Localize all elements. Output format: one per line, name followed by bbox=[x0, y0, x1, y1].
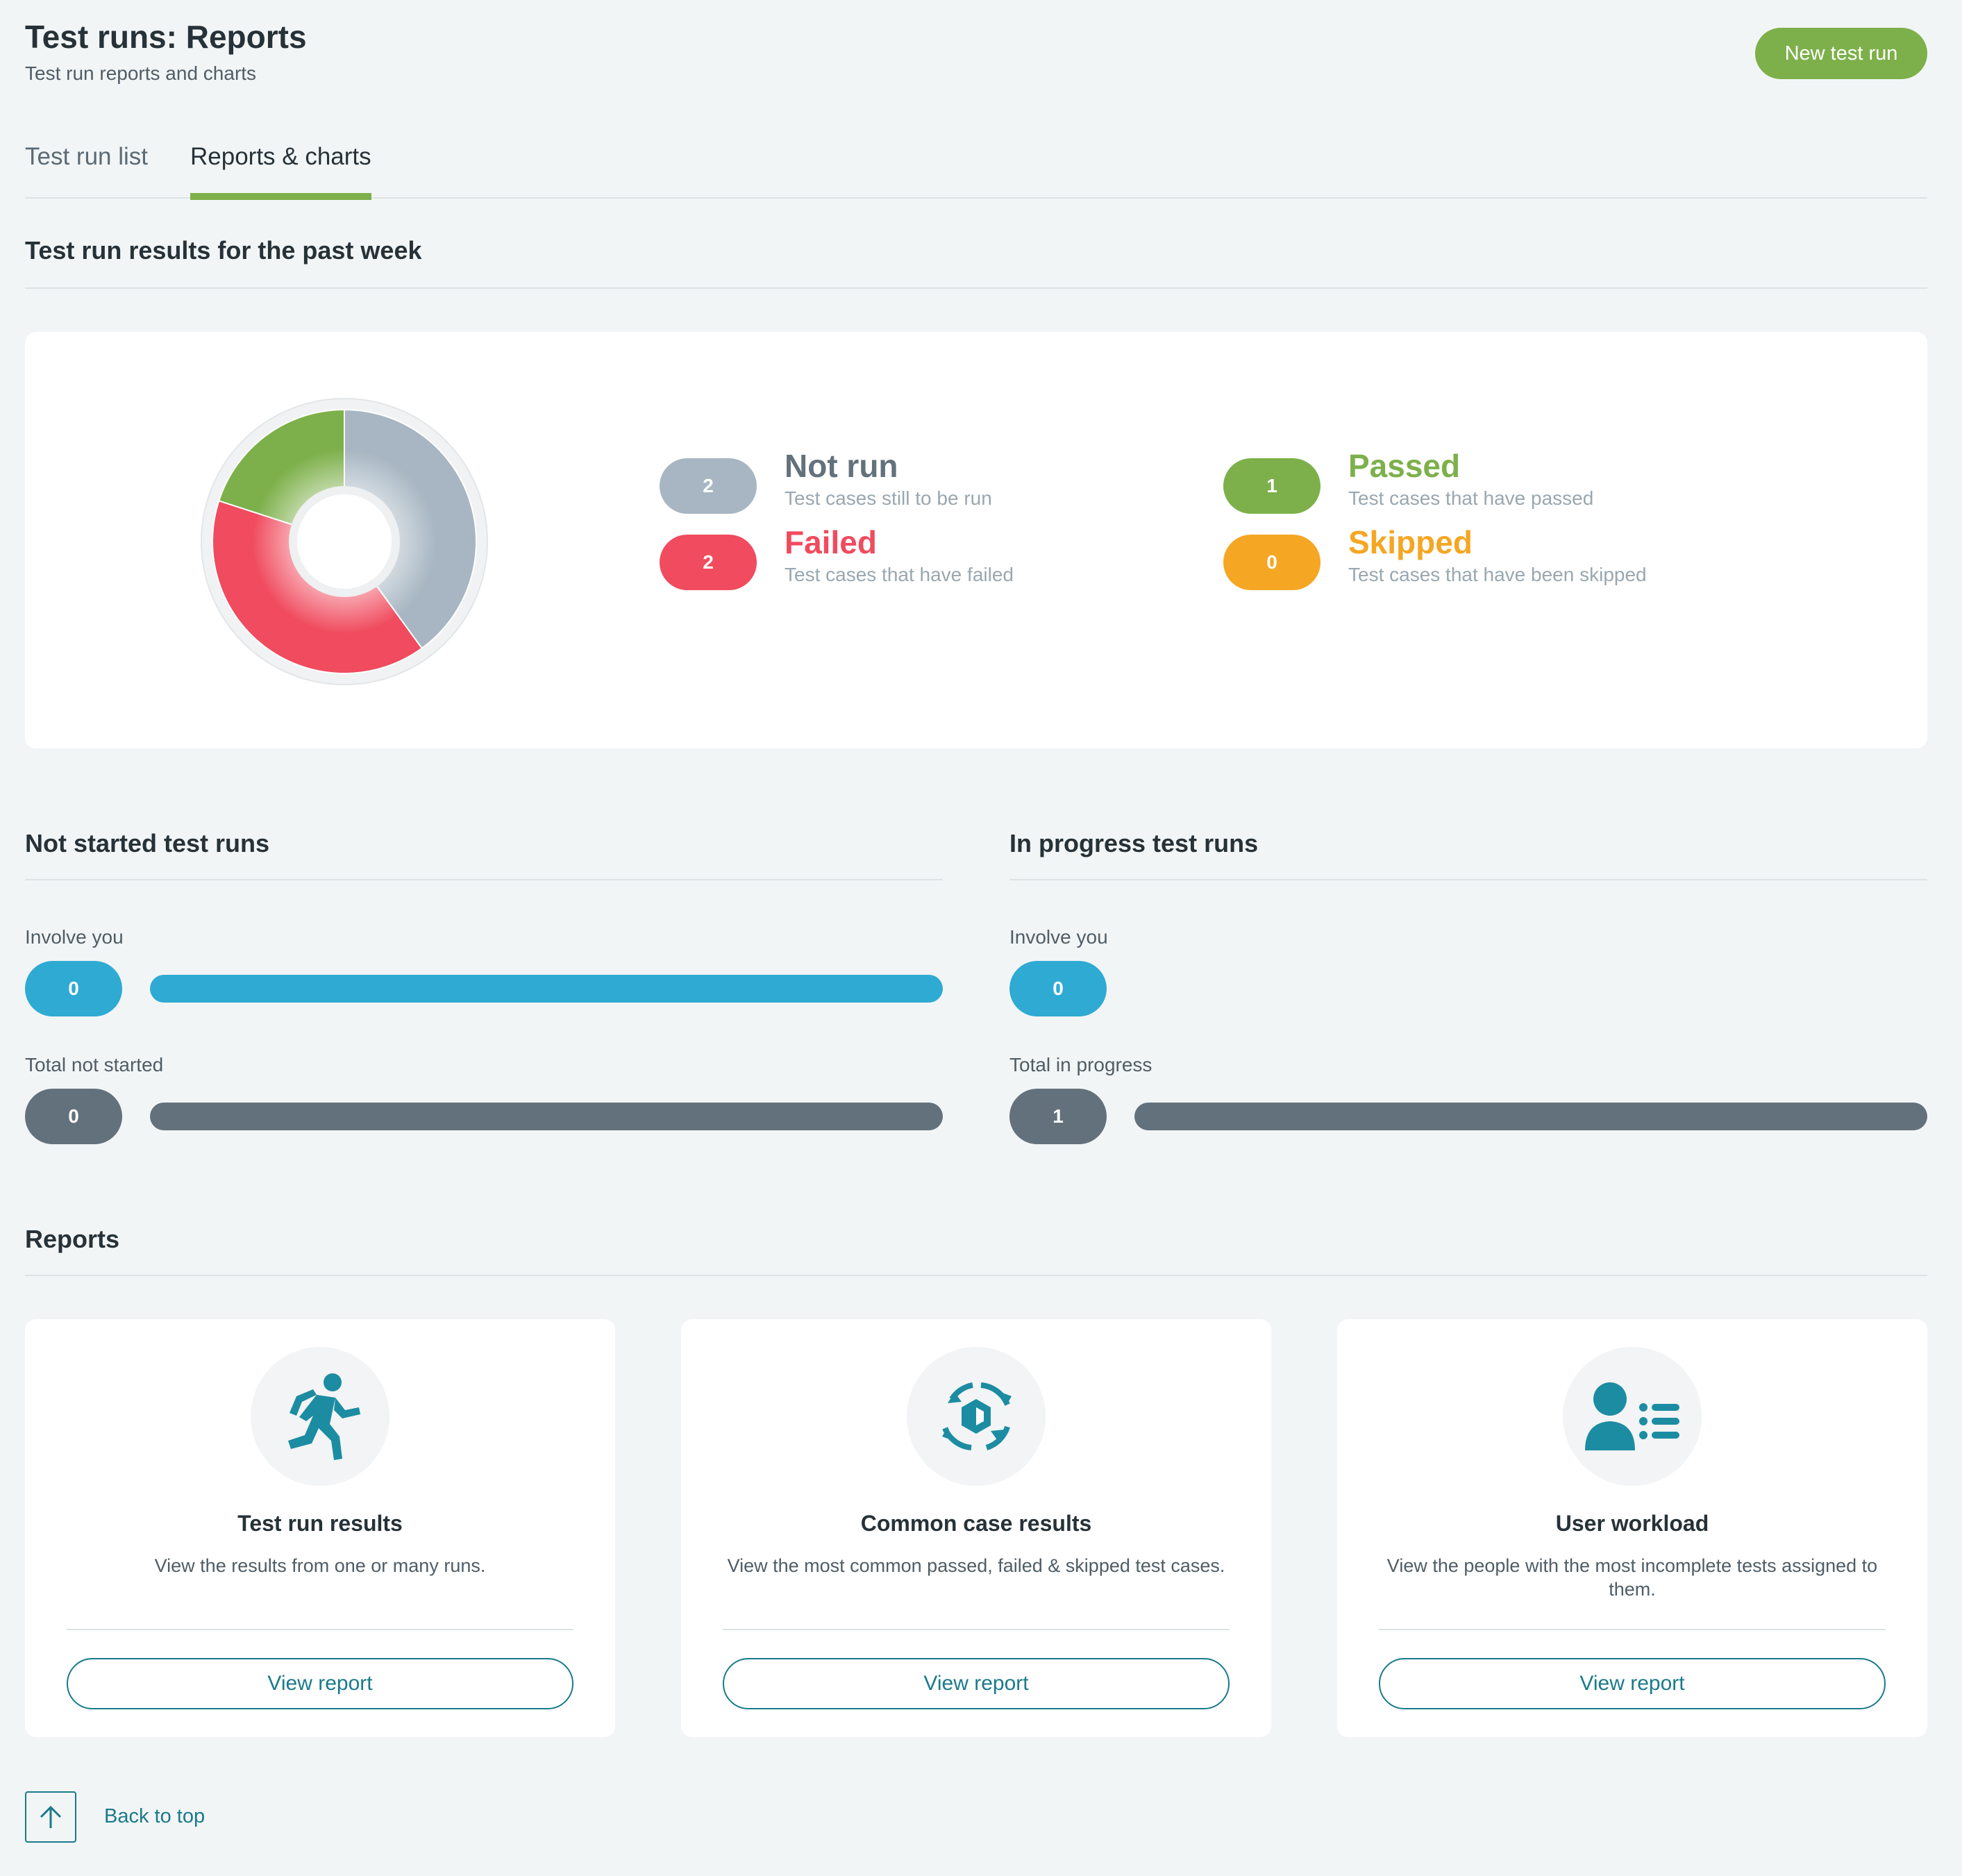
donut-hole bbox=[297, 494, 392, 589]
legend-label: Failed bbox=[785, 524, 877, 560]
view-report-button[interactable]: View report bbox=[67, 1658, 573, 1709]
view-report-button[interactable]: View report bbox=[723, 1658, 1230, 1709]
divider bbox=[1379, 1629, 1886, 1630]
card-title: Test run results bbox=[237, 1511, 403, 1536]
involve-you-label: Involve you bbox=[1009, 926, 1108, 948]
arrow-up-icon bbox=[40, 1805, 62, 1828]
legend-label: Skipped bbox=[1348, 524, 1473, 560]
not-started-total-bar bbox=[150, 1103, 943, 1130]
user-list-icon bbox=[1563, 1347, 1702, 1486]
count-pill: 2 bbox=[660, 458, 757, 514]
in-progress-total-bar bbox=[1134, 1103, 1927, 1130]
card-description: View the people with the most incomplete… bbox=[1386, 1555, 1878, 1600]
results-chart-card: 2 Not run Test cases still to be run 2 F… bbox=[25, 332, 1927, 748]
legend-description: Test cases that have been skipped bbox=[1348, 564, 1647, 585]
running-person-icon bbox=[251, 1347, 389, 1486]
total-in-progress-label: Total in progress bbox=[1009, 1054, 1152, 1075]
divider bbox=[723, 1629, 1230, 1630]
tab-bar: Test run list Reports & charts bbox=[25, 125, 1927, 200]
legend-description: Test cases that have failed bbox=[785, 564, 1014, 585]
cycle-arrows-icon bbox=[907, 1347, 1046, 1486]
report-card-user-workload: User workload View the people with the m… bbox=[1337, 1319, 1927, 1737]
card-description: View the most common passed, failed & sk… bbox=[727, 1555, 1225, 1576]
legend-label: Passed bbox=[1348, 448, 1461, 484]
legend-not-run: 2 Not run Test cases still to be run bbox=[660, 448, 1146, 514]
legend-label: Not run bbox=[785, 448, 898, 484]
divider bbox=[1009, 879, 1927, 880]
report-card-test-run-results: Test run results View the results from o… bbox=[25, 1319, 615, 1737]
in-progress-title: In progress test runs bbox=[1009, 829, 1259, 857]
card-description: View the results from one or many runs. bbox=[154, 1555, 486, 1576]
count-pill: 1 bbox=[1223, 458, 1320, 514]
divider bbox=[25, 1275, 1927, 1276]
legend-description: Test cases that have passed bbox=[1348, 487, 1594, 509]
in-progress-involve-count: 0 bbox=[1009, 961, 1107, 1016]
not-started-involve-count: 0 bbox=[25, 961, 122, 1016]
not-started-involve-bar bbox=[150, 975, 943, 1003]
divider bbox=[67, 1629, 573, 1630]
back-to-top-link[interactable]: Back to top bbox=[104, 1805, 206, 1827]
legend-description: Test cases still to be run bbox=[785, 487, 992, 509]
divider bbox=[25, 287, 1927, 289]
divider bbox=[25, 879, 943, 880]
card-title: Common case results bbox=[860, 1511, 1092, 1536]
count-pill: 2 bbox=[660, 535, 757, 590]
legend-failed: 2 Failed Test cases that have failed bbox=[660, 524, 1146, 590]
not-started-total-count: 0 bbox=[25, 1089, 122, 1144]
new-test-run-button[interactable]: New test run bbox=[1755, 28, 1927, 79]
page-title: Test runs: Reports bbox=[25, 19, 307, 55]
card-title: User workload bbox=[1555, 1511, 1709, 1536]
not-started-title: Not started test runs bbox=[25, 829, 270, 857]
legend-passed: 1 Passed Test cases that have passed bbox=[1223, 448, 1709, 514]
involve-you-label: Involve you bbox=[25, 926, 124, 948]
reports-title: Reports bbox=[25, 1225, 120, 1253]
in-progress-total-count: 1 bbox=[1009, 1089, 1107, 1144]
results-section-title: Test run results for the past week bbox=[25, 236, 422, 265]
page-subtitle: Test run reports and charts bbox=[25, 62, 257, 84]
tab-test-run-list[interactable]: Test run list bbox=[25, 143, 148, 170]
report-card-common-case-results: Common case results View the most common… bbox=[681, 1319, 1271, 1737]
view-report-button[interactable]: View report bbox=[1379, 1658, 1886, 1709]
back-to-top-button[interactable] bbox=[25, 1791, 76, 1843]
tab-reports-charts[interactable]: Reports & charts bbox=[190, 143, 371, 200]
count-pill: 0 bbox=[1223, 535, 1320, 590]
legend-skipped: 0 Skipped Test cases that have been skip… bbox=[1223, 524, 1709, 590]
results-donut-chart bbox=[201, 398, 488, 685]
total-not-started-label: Total not started bbox=[25, 1054, 164, 1075]
